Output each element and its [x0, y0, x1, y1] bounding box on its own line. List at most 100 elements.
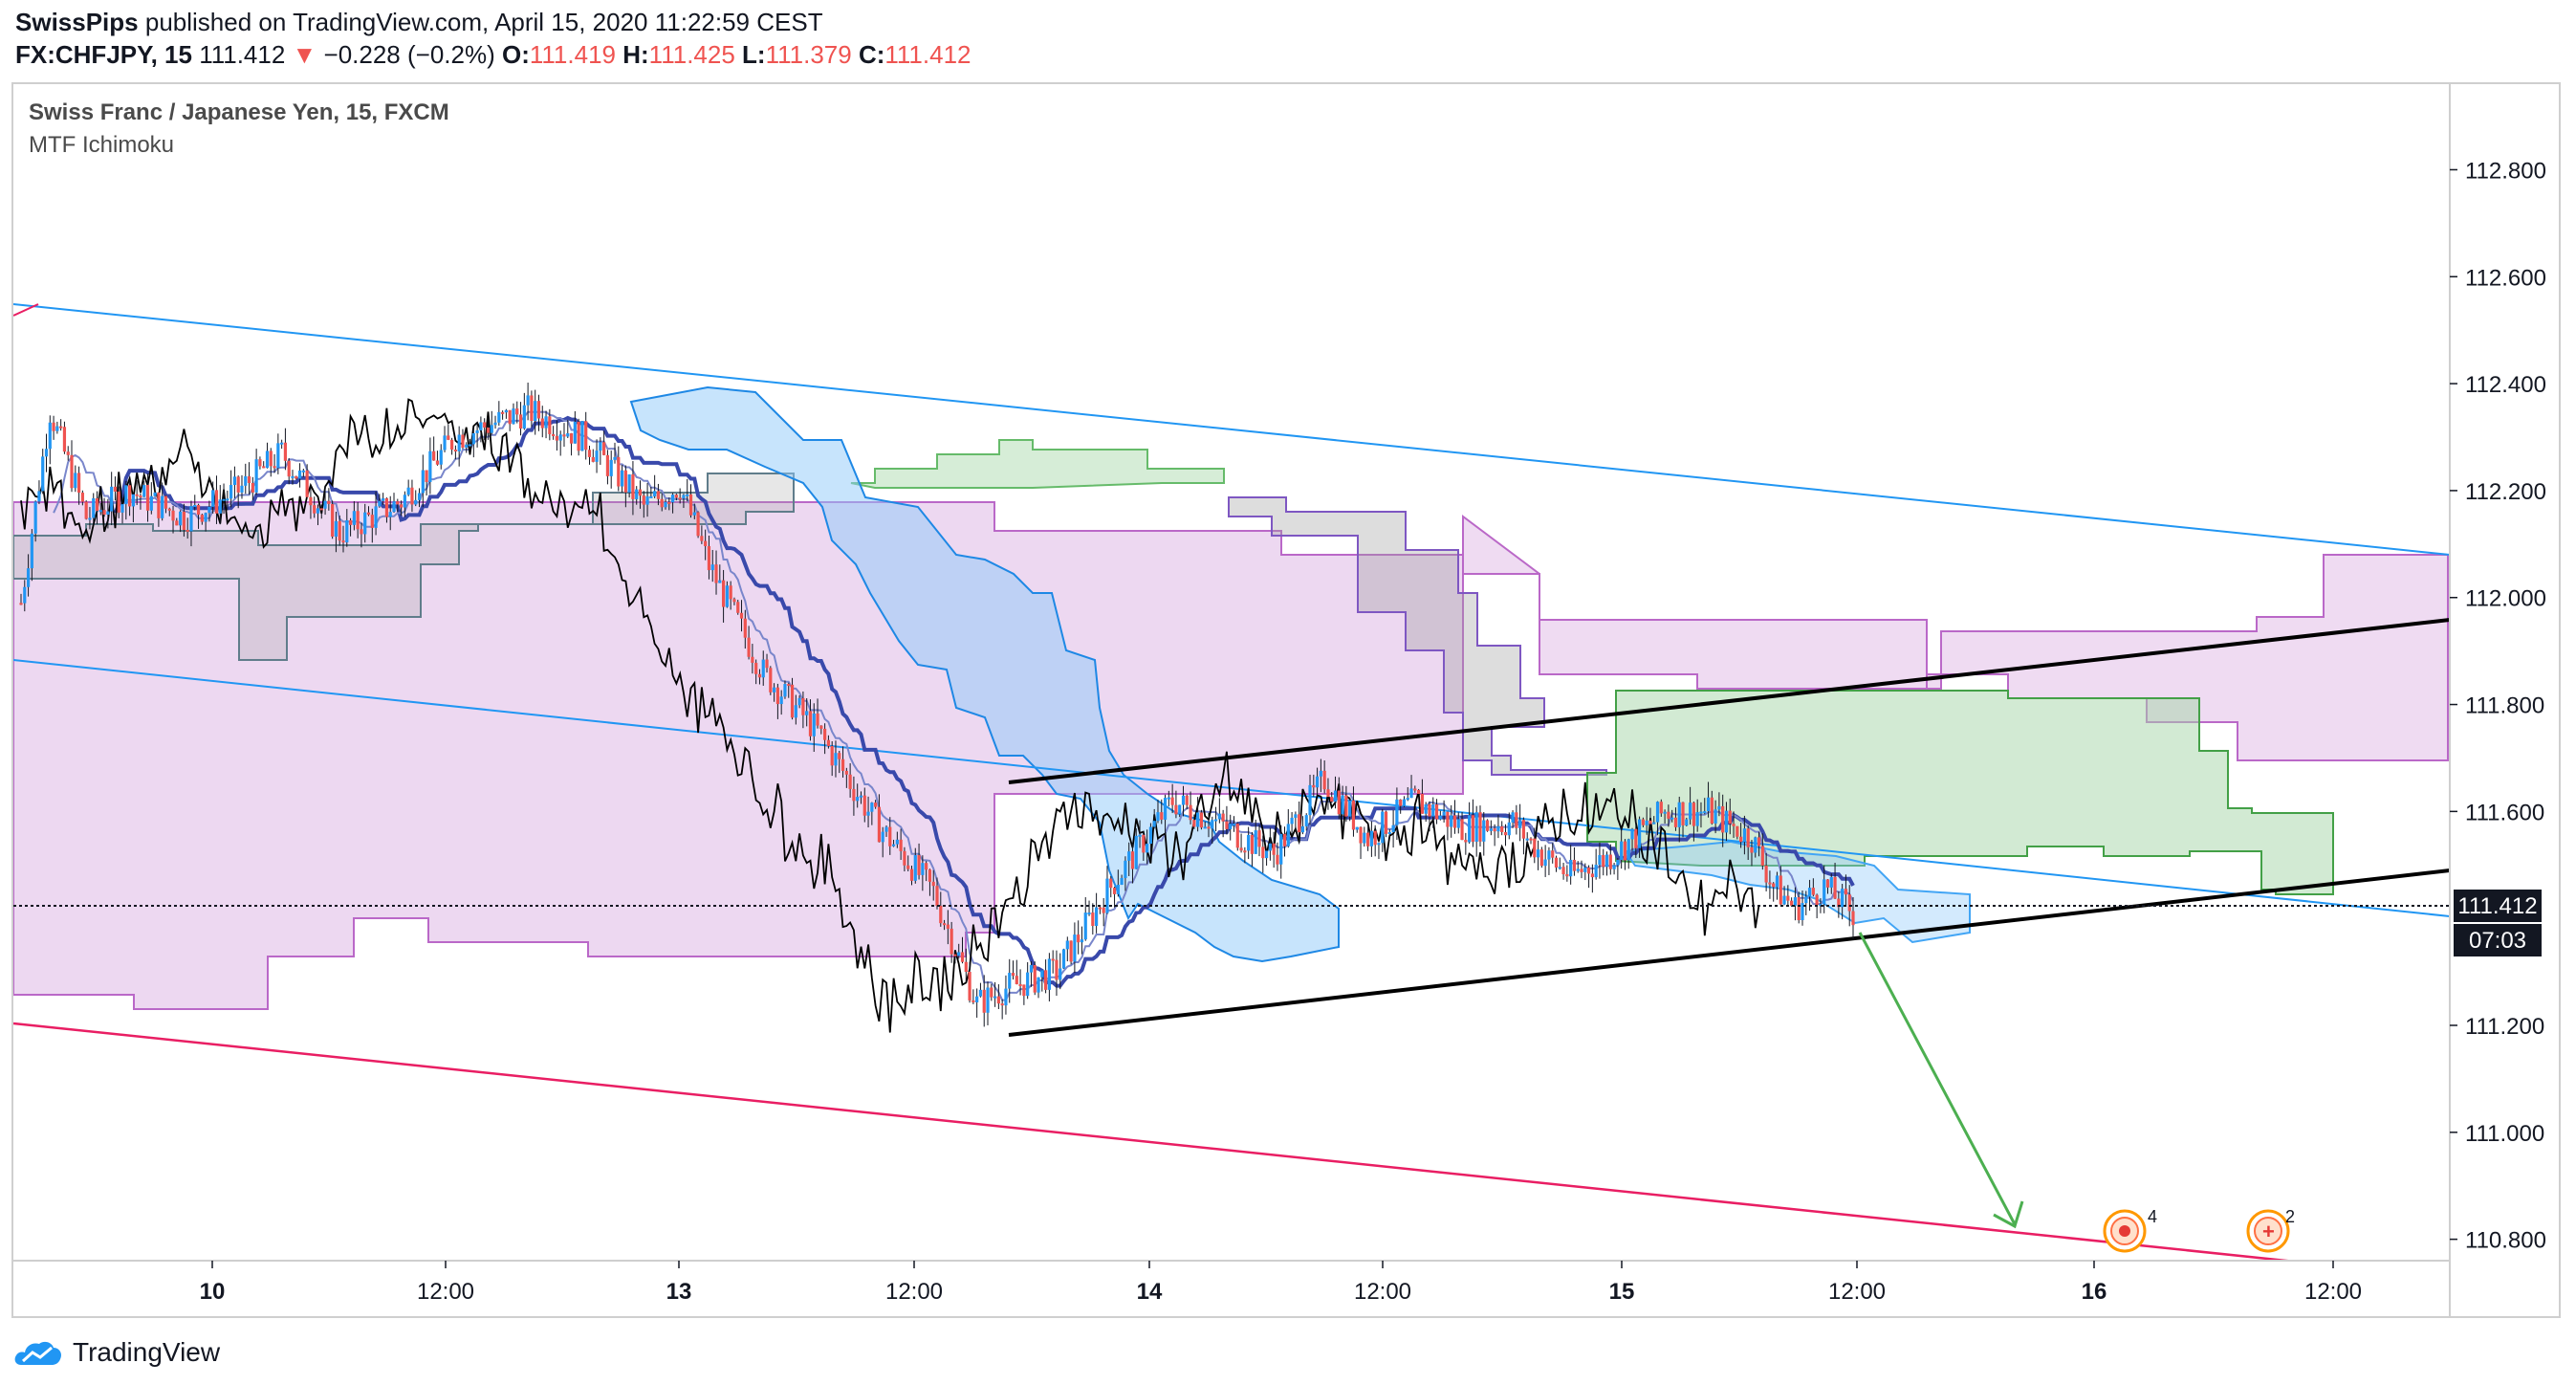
- candle: [251, 476, 254, 500]
- candle: [334, 512, 338, 553]
- candle: [59, 419, 63, 431]
- event-badge-2[interactable]: + 2: [2246, 1207, 2295, 1253]
- candle: [674, 493, 678, 501]
- price-tick-label: 112.200: [2465, 479, 2546, 505]
- candle: [642, 491, 645, 518]
- candle: [1602, 848, 1605, 876]
- candle: [1594, 848, 1598, 880]
- candle: [957, 943, 961, 959]
- candle: [106, 498, 110, 529]
- candle: [921, 855, 925, 891]
- candle: [978, 982, 983, 998]
- candle: [1022, 984, 1026, 1005]
- candle: [1732, 811, 1736, 838]
- candle: [41, 449, 45, 495]
- candle: [475, 422, 479, 448]
- candle: [1061, 948, 1066, 970]
- candle: [692, 503, 696, 519]
- candle: [200, 513, 204, 525]
- footer-brand: TradingView: [73, 1337, 221, 1367]
- candle: [1105, 866, 1109, 914]
- candle: [754, 659, 758, 685]
- candle: [769, 666, 773, 695]
- candle: [1598, 842, 1602, 879]
- high-value: 111.425: [648, 40, 735, 69]
- candle: [895, 831, 899, 848]
- candle: [1083, 897, 1087, 941]
- candle: [1645, 806, 1648, 835]
- candle: [273, 453, 276, 473]
- candle: [1543, 845, 1547, 877]
- candle: [1620, 825, 1624, 869]
- candle: [1069, 940, 1073, 965]
- candle: [1420, 779, 1424, 814]
- symbol-legend[interactable]: Swiss Franc / Japanese Yen, 15, FXCM: [29, 99, 449, 125]
- candle: [457, 426, 461, 467]
- candle: [635, 486, 639, 505]
- publisher-name[interactable]: SwissPips: [15, 8, 139, 36]
- candle: [1724, 802, 1729, 842]
- event-badge-1[interactable]: 4: [2103, 1207, 2157, 1253]
- candle: [44, 433, 49, 473]
- candle: [1626, 838, 1630, 869]
- candle: [1300, 816, 1305, 835]
- candle: [92, 493, 96, 525]
- candle: [779, 690, 783, 715]
- projection-arrow[interactable]: [1858, 932, 2024, 1229]
- footer[interactable]: TradingView: [13, 1331, 220, 1374]
- candle: [1772, 882, 1776, 902]
- high-label: H:: [622, 40, 649, 69]
- candle: [490, 410, 493, 435]
- candle: [1279, 824, 1283, 879]
- candle: [1116, 869, 1120, 897]
- candle: [656, 483, 661, 506]
- candle: [1098, 906, 1102, 914]
- candle: [1181, 785, 1186, 817]
- candle: [1554, 855, 1559, 872]
- time-axis[interactable]: 10 12:00 13 12:00 14 12:00 15 12:00 16 12:00: [200, 1261, 2362, 1305]
- candle: [587, 445, 592, 465]
- candle: [465, 442, 469, 453]
- price-axis[interactable]: 112.800 112.600 112.400 112.200 112.000 111.8…: [2450, 158, 2546, 1254]
- candle: [265, 442, 270, 469]
- candle: [1515, 804, 1518, 835]
- time-tick-label: 14: [1137, 1279, 1163, 1305]
- candle: [1518, 803, 1522, 842]
- candle: [866, 796, 870, 828]
- candle: [552, 426, 556, 440]
- candle: [1196, 797, 1200, 832]
- down-triangle-icon: ▼: [292, 40, 317, 69]
- candle: [1572, 847, 1577, 876]
- candle: [164, 495, 168, 514]
- candle: [435, 451, 440, 466]
- candle: [1333, 776, 1338, 809]
- candle: [1750, 840, 1754, 867]
- candle: [515, 401, 519, 424]
- indicator-legend[interactable]: MTF Ichimoku: [29, 132, 175, 158]
- candle: [1322, 759, 1326, 794]
- candle: [816, 698, 819, 729]
- candle: [1257, 824, 1261, 857]
- candle: [617, 446, 621, 492]
- candle: [1330, 792, 1334, 803]
- candle: [1536, 840, 1540, 870]
- candle: [319, 504, 323, 519]
- candle: [1348, 797, 1352, 822]
- candle: [1648, 807, 1652, 831]
- candle: [1261, 835, 1265, 873]
- candle: [931, 869, 935, 901]
- candle: [1456, 812, 1460, 834]
- candle: [950, 921, 953, 963]
- candle: [1211, 816, 1214, 845]
- candle: [1779, 866, 1782, 906]
- price-tick-label: 112.000: [2465, 586, 2546, 612]
- candle: [1138, 820, 1142, 848]
- candle: [1221, 809, 1225, 838]
- candle: [1431, 797, 1435, 828]
- candle: [297, 463, 302, 488]
- candle: [729, 581, 732, 610]
- candle: [1152, 808, 1156, 829]
- candle: [1337, 777, 1341, 820]
- candle: [374, 491, 378, 536]
